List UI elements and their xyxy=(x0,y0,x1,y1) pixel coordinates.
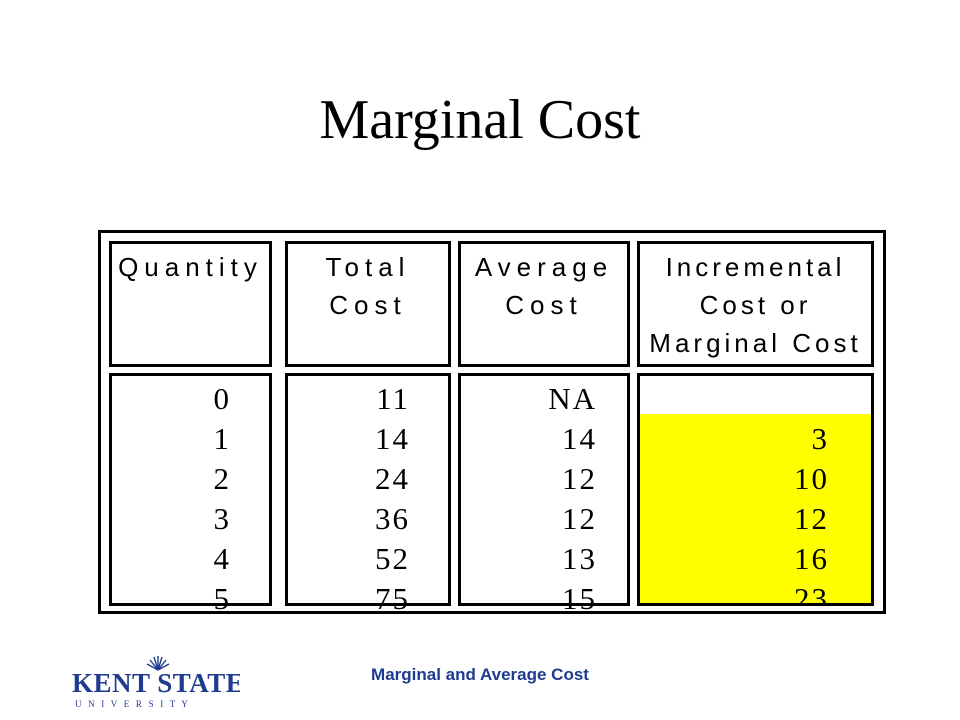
logo-wordmark: KENT STATE xyxy=(72,668,240,698)
quantity-values: 0 1 2 3 4 5 xyxy=(151,379,231,619)
average-cost-cell: NA xyxy=(548,381,597,416)
marginal-cost-cell: 16 xyxy=(794,541,829,576)
quantity-cell: 1 xyxy=(213,421,231,456)
total-cost-cell: 11 xyxy=(376,381,410,416)
header-quantity: Quantity xyxy=(109,241,272,367)
body-quantity: 0 1 2 3 4 5 xyxy=(109,373,272,616)
header-average-cost-line-1: Average xyxy=(474,252,614,282)
header-marginal-cost: Incremental Cost or Marginal Cost xyxy=(637,241,874,367)
marginal-cost-cell: 23 xyxy=(794,581,829,606)
average-cost-cell: 12 xyxy=(562,501,597,536)
total-cost-cell: 14 xyxy=(375,421,410,456)
average-cost-cell: 15 xyxy=(562,581,597,616)
marginal-cost-cell: 3 xyxy=(811,421,829,456)
average-cost-cell: 14 xyxy=(562,421,597,456)
slide-title: Marginal Cost xyxy=(319,89,641,151)
cost-table: Quantity Total Cost Average Cost Increme… xyxy=(98,230,886,616)
slide-footer: Marginal and Average Cost xyxy=(371,665,589,684)
marginal-cost-values: 3 10 12 16 23 xyxy=(729,379,829,606)
total-cost-cell: 52 xyxy=(375,541,410,576)
body-marginal-cost: 3 10 12 16 23 xyxy=(637,373,874,606)
header-total-cost-line-1: Total xyxy=(325,252,411,282)
header-marginal-cost-line-3: Marginal Cost xyxy=(649,328,862,358)
quantity-cell: 3 xyxy=(213,501,231,536)
header-total-cost: Total Cost xyxy=(285,241,451,367)
header-average-cost: Average Cost xyxy=(458,241,630,367)
quantity-cell: 0 xyxy=(213,381,231,416)
marginal-cost-cell: 12 xyxy=(794,501,829,536)
logo-subtext: U N I V E R S I T Y xyxy=(75,699,190,709)
quantity-cell: 4 xyxy=(213,541,231,576)
total-cost-cell: 24 xyxy=(375,461,410,496)
quantity-cell: 2 xyxy=(213,461,231,496)
average-cost-cell: 12 xyxy=(562,461,597,496)
kent-state-logo-mark: KENT STATE U N I V E R S I T Y xyxy=(72,656,244,709)
kent-state-logo: KENT STATE U N I V E R S I T Y xyxy=(70,654,244,710)
total-cost-cell: 75 xyxy=(375,581,410,616)
header-average-cost-line-2: Cost xyxy=(505,290,583,320)
sunburst-icon xyxy=(146,656,170,671)
header-total-cost-line-2: Cost xyxy=(329,290,407,320)
total-cost-values: 11 14 24 36 52 75 xyxy=(320,379,410,619)
header-marginal-cost-line-1: Incremental xyxy=(665,252,846,282)
body-average-cost: NA 14 12 12 13 15 xyxy=(458,373,630,616)
quantity-cell: 5 xyxy=(213,581,231,616)
average-cost-values: NA 14 12 12 13 15 xyxy=(497,379,597,619)
marginal-cost-cell: 10 xyxy=(794,461,829,496)
marginal-cost-cell xyxy=(729,379,829,419)
average-cost-cell: 13 xyxy=(562,541,597,576)
header-marginal-cost-line-2: Cost or xyxy=(699,290,812,320)
total-cost-cell: 36 xyxy=(375,501,410,536)
body-total-cost: 11 14 24 36 52 75 xyxy=(285,373,451,616)
header-quantity-line-1: Quantity xyxy=(118,252,263,282)
marginal-cost-highlight xyxy=(640,414,871,603)
